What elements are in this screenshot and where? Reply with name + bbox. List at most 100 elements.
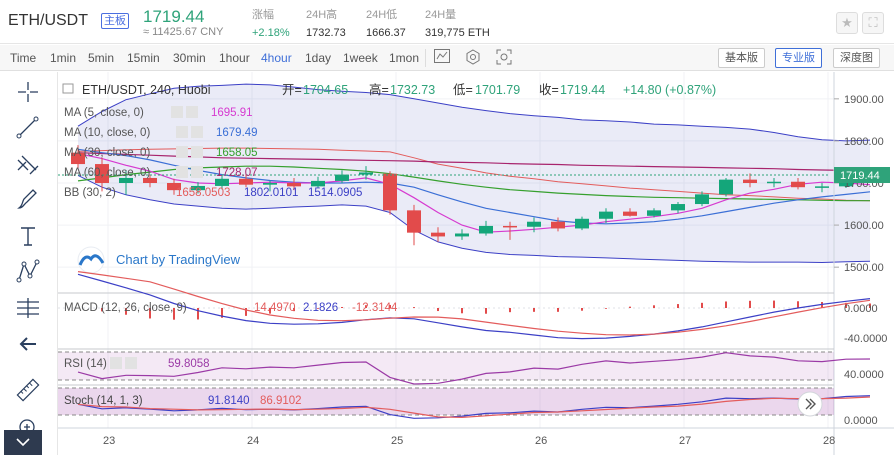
tf-30min[interactable]: 30min <box>173 51 206 65</box>
candle-body <box>599 211 613 219</box>
bb-mid-value: 1658.0503 <box>176 187 230 199</box>
ma10-settings-icon[interactable] <box>176 126 188 138</box>
macd-bar <box>773 300 775 308</box>
view-depth-button[interactable]: 深度图 <box>833 48 880 68</box>
indicator-icon[interactable] <box>432 49 452 67</box>
rsi-axis-0: 40.0000 <box>844 369 884 381</box>
tf-1hour[interactable]: 1hour <box>219 51 250 65</box>
tf-5min[interactable]: 5min <box>88 51 115 65</box>
tf-time[interactable]: Time <box>10 51 37 65</box>
ma30-name: MA (30, close, 0) <box>64 147 150 159</box>
time-tick-label: 25 <box>391 435 403 447</box>
macd-signal-line <box>77 271 871 336</box>
macd-line-value: 2.1826 <box>303 302 338 314</box>
macd-bar <box>533 308 535 312</box>
scroll-right-button[interactable] <box>797 391 823 417</box>
ma30-close-icon[interactable] <box>191 146 203 158</box>
candle-body <box>191 185 205 191</box>
ma5-line <box>77 152 871 233</box>
high-value: 1732.73 <box>390 83 435 97</box>
rsi-value: 59.8058 <box>168 358 210 370</box>
ruler-icon[interactable] <box>14 376 42 404</box>
tradingview-logo-icon <box>78 254 105 266</box>
ma5-value: 1695.91 <box>211 107 253 119</box>
stoch-name: Stoch (14, 1, 3) <box>64 395 143 407</box>
candle-body <box>695 194 709 205</box>
screenshot-icon[interactable] <box>494 49 514 67</box>
tradingview-watermark: Chart by TradingView <box>77 246 241 274</box>
macd-bar <box>461 308 463 314</box>
stat-24h-volume: 24H量 319,775 ETH <box>425 9 490 39</box>
rsi-close-icon[interactable] <box>125 357 137 369</box>
board-badge[interactable]: 主板 <box>101 13 129 29</box>
ma60-close-icon[interactable] <box>191 166 203 178</box>
view-basic-button[interactable]: 基本版 <box>718 48 765 68</box>
candle-body <box>215 178 229 186</box>
change-value: +14.80 (+0.87%) <box>623 83 716 97</box>
macd-bar <box>149 308 151 319</box>
price-tick-label: 1900.00 <box>844 94 884 106</box>
candle-body <box>287 183 301 187</box>
candle-body <box>167 183 181 191</box>
collapse-legend-icon[interactable] <box>62 83 74 94</box>
macd-bar <box>365 305 367 308</box>
tf-1min[interactable]: 1min <box>50 51 77 65</box>
candle-body <box>479 225 493 234</box>
low-label: 低= <box>453 83 473 97</box>
fullscreen-icon[interactable]: ⛶ <box>862 12 884 34</box>
price-cny: ≈ 11425.67 CNY <box>143 26 224 38</box>
brush-icon[interactable] <box>14 186 42 214</box>
last-price-tag <box>834 167 890 184</box>
candle-body <box>743 179 757 183</box>
tf-4hour[interactable]: 4hour <box>261 51 292 65</box>
candle-body <box>623 211 637 216</box>
candle-body <box>551 221 565 229</box>
ma60-settings-icon[interactable] <box>176 166 188 178</box>
candle-body <box>431 232 445 237</box>
bb-upper-value: 1802.0101 <box>244 187 298 199</box>
tf-15min[interactable]: 15min <box>127 51 160 65</box>
collapse-icon[interactable] <box>4 430 42 455</box>
macd-bar <box>413 307 415 308</box>
candle-body <box>671 204 685 211</box>
star-icon[interactable]: ★ <box>836 12 858 34</box>
candle-body <box>503 225 517 228</box>
bb-name: BB (30, 2) <box>64 187 116 199</box>
macd-line <box>77 273 871 340</box>
ma5-close-icon[interactable] <box>186 106 198 118</box>
back-arrow-icon[interactable] <box>14 330 42 358</box>
time-axis: 23 24 25 26 27 28 <box>103 435 835 447</box>
time-tick-label: 27 <box>679 435 691 447</box>
ma10-close-icon[interactable] <box>191 126 203 138</box>
macd-bar <box>821 302 823 308</box>
macd-axis-1: -40.0000 <box>844 333 887 345</box>
macd-bar <box>437 308 439 312</box>
settings-icon[interactable] <box>463 49 483 67</box>
text-icon[interactable] <box>14 222 42 250</box>
ma5-settings-icon[interactable] <box>171 106 183 118</box>
candle-body <box>335 174 349 181</box>
pitchfork-icon[interactable] <box>14 150 42 178</box>
ma30-settings-icon[interactable] <box>176 146 188 158</box>
stat-change: 涨幅 +2.18% <box>252 9 290 39</box>
candle-body <box>767 181 781 184</box>
tf-1week[interactable]: 1week <box>343 51 378 65</box>
stoch-k-line <box>77 395 871 419</box>
candle-body <box>791 181 805 188</box>
tf-1mon[interactable]: 1mon <box>389 51 420 65</box>
bollinger-band-fill <box>78 84 870 263</box>
macd-bar <box>509 308 511 313</box>
candle-body <box>647 210 661 216</box>
rsi-settings-icon[interactable] <box>110 357 122 369</box>
tf-1day[interactable]: 1day <box>305 51 332 65</box>
stat-24h-low: 24H低 1666.37 <box>366 9 406 39</box>
stoch-d-value: 86.9102 <box>260 395 302 407</box>
chart-title: ETH/USDT, 240, Huobi <box>82 83 211 97</box>
macd-bar <box>125 308 127 315</box>
pattern-icon[interactable] <box>14 258 42 286</box>
crosshair-icon[interactable] <box>14 78 42 106</box>
trendline-icon[interactable] <box>14 114 42 142</box>
view-pro-button[interactable]: 专业版 <box>775 48 822 68</box>
fib-icon[interactable] <box>14 294 42 322</box>
